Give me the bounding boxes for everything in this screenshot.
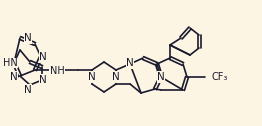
- Text: N: N: [10, 72, 18, 82]
- Text: N: N: [24, 85, 32, 95]
- Text: N: N: [126, 58, 134, 68]
- Text: N: N: [24, 33, 32, 43]
- Text: N: N: [157, 72, 165, 82]
- Text: CF₃: CF₃: [212, 72, 228, 82]
- Text: NH: NH: [50, 66, 64, 76]
- Text: HN: HN: [3, 58, 17, 68]
- Text: N: N: [88, 72, 96, 82]
- Text: N: N: [112, 72, 120, 82]
- Text: N: N: [39, 75, 47, 85]
- Text: N: N: [39, 52, 47, 62]
